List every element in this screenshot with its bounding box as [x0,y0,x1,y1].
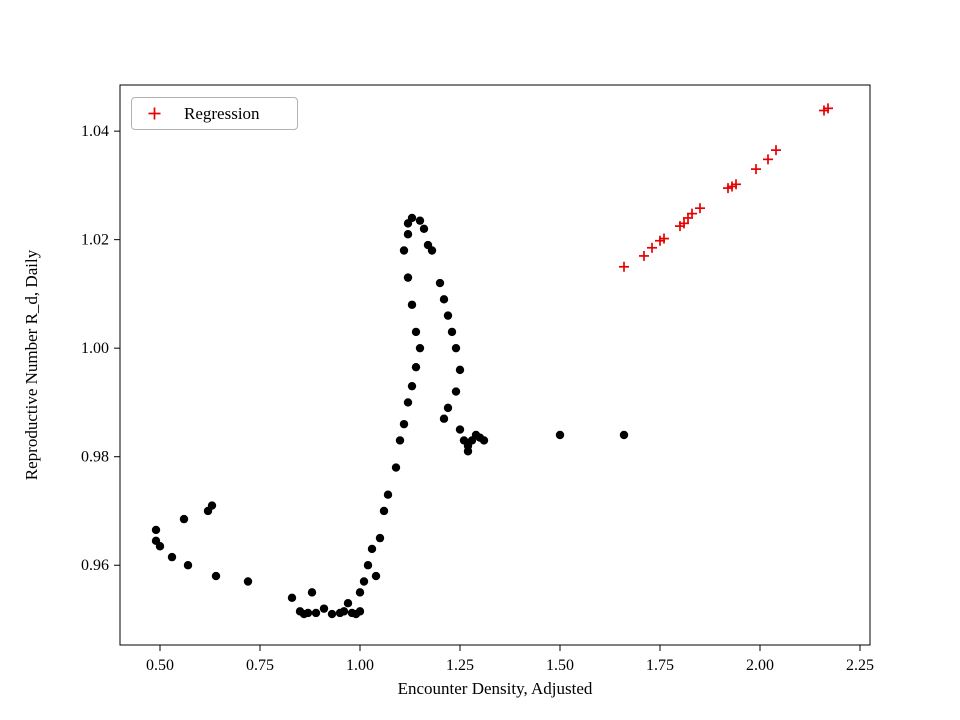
svg-text:0.75: 0.75 [246,657,274,674]
svg-text:0.50: 0.50 [146,657,174,674]
svg-text:1.02: 1.02 [81,232,109,249]
plus-marker-icon [147,106,162,121]
axes-frame [119,84,871,646]
x-axis-label: Encounter Density, Adjusted [397,679,593,698]
svg-text:1.50: 1.50 [546,657,574,674]
svg-text:1.00: 1.00 [81,340,109,357]
svg-text:2.00: 2.00 [746,657,774,674]
regression-series [619,103,833,272]
y-tick-labels: 0.96 0.98 1.00 1.02 1.04 [81,123,120,574]
svg-text:1.75: 1.75 [646,657,674,674]
svg-text:0.96: 0.96 [81,557,109,574]
svg-text:1.00: 1.00 [346,657,374,674]
y-axis-label: Reproductive Number R_d, Daily [22,249,41,481]
svg-text:2.25: 2.25 [846,657,874,674]
x-tick-labels: 0.50 0.75 1.00 1.25 1.50 1.75 2.00 2.25 [146,645,874,674]
svg-text:0.98: 0.98 [81,449,109,466]
legend-label: Regression [184,103,260,123]
svg-text:1.04: 1.04 [81,123,109,140]
legend: Regression [131,97,298,130]
observation-series [151,213,629,619]
svg-text:1.25: 1.25 [446,657,474,674]
